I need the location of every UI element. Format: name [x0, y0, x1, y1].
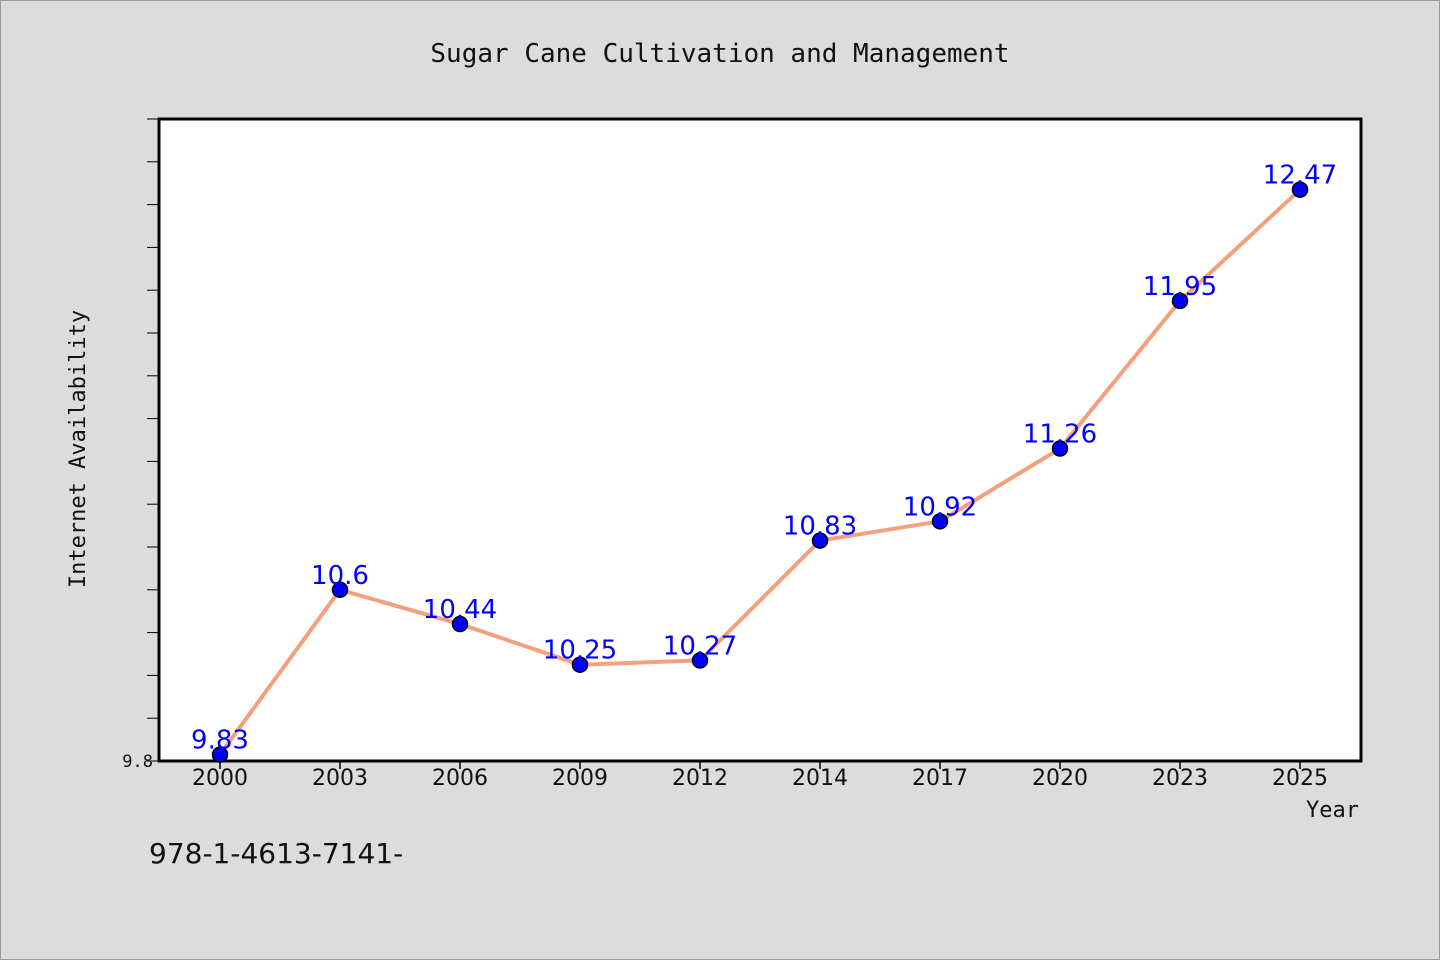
chart-title: Sugar Cane Cultivation and Management: [430, 39, 1009, 69]
data-point: [811, 532, 829, 549]
x-tick-label: 2020: [1032, 766, 1088, 791]
data-label: 11.26: [1023, 420, 1097, 450]
x-tick-label: 2017: [912, 766, 968, 791]
x-tick-label: 2000: [192, 766, 248, 791]
series-layer: [211, 181, 1309, 763]
data-label: 10.83: [783, 512, 857, 542]
data-label: 12.47: [1263, 161, 1337, 191]
plot-area: [157, 117, 1363, 763]
x-tick-label: 2012: [672, 766, 728, 791]
x-tick-label: 2009: [552, 766, 608, 791]
data-label-layer: 9.83 10.6 10.44 10.25 10.27 10.83 10.92 11.26 11…: [191, 161, 1337, 756]
data-label: 10.25: [543, 636, 617, 666]
data-point: [1051, 440, 1069, 457]
data-point: [691, 652, 709, 669]
data-point: [331, 581, 349, 599]
x-tick-label: 2006: [432, 766, 488, 791]
footer-code: 978-1-4613-7141-: [149, 837, 403, 870]
data-label: 11.95: [1143, 272, 1217, 302]
data-point: [571, 656, 589, 673]
x-tick-label: 2003: [312, 766, 368, 791]
data-label: 10.44: [423, 595, 497, 625]
data-point: [931, 513, 949, 530]
y-axis-ticks: 9.8: [122, 118, 159, 772]
y-tick-label: 9.8: [122, 752, 153, 772]
x-tick-label: 2023: [1152, 766, 1208, 791]
data-point: [211, 746, 229, 763]
x-axis-label: Year: [1306, 798, 1359, 823]
x-tick-label: 2025: [1272, 766, 1328, 791]
series-line: [218, 187, 1302, 757]
data-point: [451, 615, 469, 633]
y-axis-label: Internet Availability: [66, 310, 91, 588]
data-label: 9.83: [191, 726, 249, 756]
x-tick-label: 2014: [792, 766, 848, 791]
data-label: 10.6: [311, 561, 369, 591]
data-point: [1291, 181, 1309, 198]
data-label: 10.92: [903, 492, 977, 522]
x-axis-ticks: 2000 2003 2006 2009 2012 2014 2017 2020 2023 2025: [192, 761, 1328, 791]
data-label: 10.27: [663, 631, 737, 661]
data-point: [1171, 292, 1189, 310]
